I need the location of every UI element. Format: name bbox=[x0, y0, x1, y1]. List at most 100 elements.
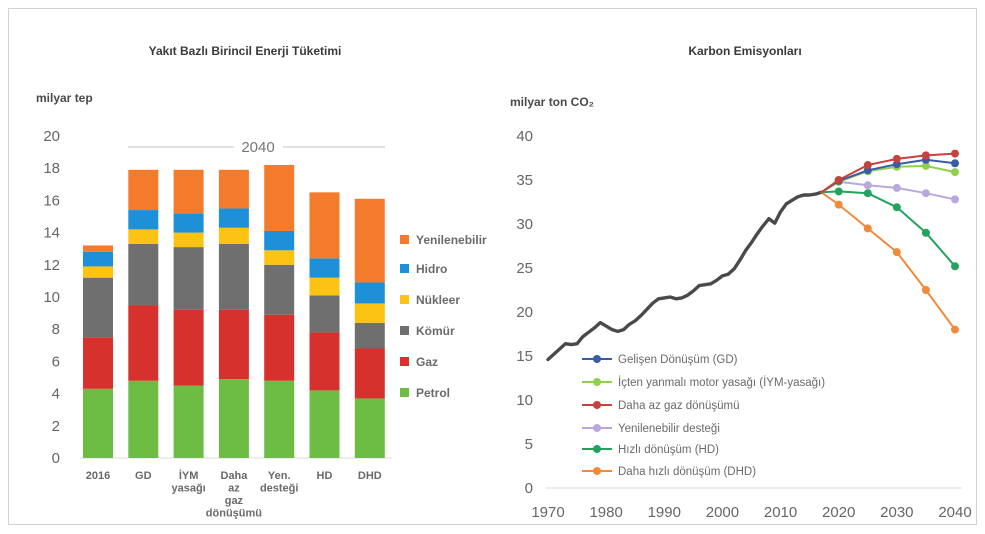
series-marker-yenilenebilir-destegi bbox=[892, 183, 901, 192]
left-chart-title: Yakıt Bazlı Birincil Enerji Tüketimi bbox=[149, 44, 342, 58]
series-marker-hizli-donusum-hd bbox=[951, 262, 959, 271]
legend-swatch-hidro bbox=[400, 264, 409, 273]
legend-label-hidro: Hidro bbox=[416, 262, 447, 276]
bar-segment-petrol bbox=[309, 390, 340, 458]
legend-label-yenilenebilir: Yenilenebilir bbox=[416, 233, 487, 247]
bar-segment-komur bbox=[128, 243, 159, 306]
legend-marker-icten-yanmali-motor-yasagi-iym-yasagi bbox=[593, 378, 601, 386]
legend-marker-daha-hizli-donusum-dhd bbox=[593, 467, 601, 475]
bar-segment-gaz bbox=[309, 332, 340, 391]
right-y-tick-label: 15 bbox=[516, 348, 533, 365]
bar-segment-yenilenebilir bbox=[354, 198, 385, 283]
bar-segment-komur bbox=[83, 277, 113, 338]
bar-segment-nukleer bbox=[264, 250, 295, 265]
x-category-label: DHD bbox=[358, 470, 382, 482]
x-category-label: GD bbox=[135, 470, 152, 482]
legend-label-gelisen-donusum-gd: Gelişen Dönüşüm (GD) bbox=[618, 354, 738, 366]
legend-swatch-komur bbox=[400, 326, 409, 335]
bar-segment-gaz bbox=[83, 337, 113, 389]
series-marker-yenilenebilir-destegi bbox=[921, 189, 930, 198]
right-y-tick-label: 30 bbox=[516, 216, 533, 233]
series-line-historical bbox=[546, 190, 823, 362]
bar-segment-nukleer bbox=[309, 277, 340, 296]
legend-marker-gelisen-donusum-gd bbox=[593, 355, 601, 363]
right-x-tick-label: 2040 bbox=[938, 504, 971, 521]
stacked-bars bbox=[83, 164, 385, 458]
bar-segment-gaz bbox=[218, 309, 249, 380]
series-marker-daha-hizli-donusum-dhd bbox=[951, 325, 959, 334]
bar-segment-yenilenebilir bbox=[309, 192, 340, 259]
bar-segment-hidro bbox=[309, 258, 340, 278]
bar-segment-nukleer bbox=[83, 266, 113, 278]
right-x-tick-label: 2030 bbox=[880, 504, 913, 521]
left-y-tick-label: 8 bbox=[52, 321, 60, 338]
left-y-tick-label: 0 bbox=[52, 450, 60, 467]
series-marker-yenilenebilir-destegi bbox=[863, 181, 872, 190]
bar-segment-gaz bbox=[173, 309, 204, 386]
figure-frame bbox=[8, 8, 977, 525]
right-x-tick-label: 2000 bbox=[706, 504, 739, 521]
x-category-label: 2016 bbox=[86, 470, 110, 482]
right-x-tick-label: 1980 bbox=[589, 504, 622, 521]
energy-consumption-chart: Yakıt Bazlı Birincil Enerji Tüketimi mil… bbox=[36, 44, 487, 520]
left-legend: Yenilenebilir Hidro Nükleer Kömür Gaz Petrol bbox=[400, 233, 487, 400]
bar-segment-hidro bbox=[354, 282, 385, 304]
legend-label-daha-az-gaz-donusumu: Daha az gaz dönüşümü bbox=[618, 400, 739, 412]
right-x-tick-label: 1990 bbox=[648, 504, 681, 521]
bar-segment-yenilenebilir bbox=[218, 169, 249, 209]
legend-swatch-yenilenebilir bbox=[400, 235, 409, 244]
bar-segment-hidro bbox=[128, 210, 159, 230]
left-y-tick-label: 12 bbox=[43, 257, 60, 274]
left-y-axis-ticks: 0 2 4 6 8 10 12 14 16 18 20 bbox=[43, 128, 60, 467]
legend-label-petrol: Petrol bbox=[416, 386, 450, 400]
x-category-label: HD bbox=[317, 470, 333, 482]
right-y-tick-label: 25 bbox=[516, 260, 533, 277]
series-marker-daha-az-gaz-donusumu bbox=[834, 176, 843, 184]
bar-segment-nukleer bbox=[354, 303, 385, 323]
legend-label-daha-hizli-donusum-dhd: Daha hızlı dönüşüm (DHD) bbox=[618, 466, 756, 478]
right-chart-ylabel: milyar ton CO₂ bbox=[510, 95, 594, 109]
right-x-tick-label: 2020 bbox=[822, 504, 855, 521]
bar-segment-petrol bbox=[264, 380, 295, 458]
left-chart-ylabel: milyar tep bbox=[36, 91, 93, 105]
bar-segment-hidro bbox=[173, 213, 204, 233]
legend-label-gaz: Gaz bbox=[416, 355, 438, 369]
right-y-tick-label: 0 bbox=[525, 480, 533, 497]
bar-segment-yenilenebilir bbox=[173, 169, 204, 214]
left-y-tick-label: 10 bbox=[43, 289, 60, 306]
series-marker-daha-hizli-donusum-dhd bbox=[834, 200, 843, 209]
bar-segment-komur bbox=[218, 243, 249, 310]
bar-segment-nukleer bbox=[128, 229, 159, 244]
bar-segment-petrol bbox=[218, 379, 249, 458]
series-marker-hizli-donusum-hd bbox=[921, 228, 930, 237]
left-y-tick-label: 16 bbox=[43, 192, 60, 209]
legend-label-hizli-donusum-hd: Hızlı dönüşüm (HD) bbox=[618, 444, 719, 456]
right-x-tick-label: 1970 bbox=[531, 504, 564, 521]
bar-segment-hidro bbox=[218, 208, 249, 228]
bar-segment-petrol bbox=[83, 388, 113, 458]
legend-marker-yenilenebilir-destegi bbox=[593, 424, 601, 432]
bar-segment-komur bbox=[264, 264, 295, 315]
legend-marker-hizli-donusum-hd bbox=[593, 445, 601, 453]
series-marker-hizli-donusum-hd bbox=[892, 203, 901, 212]
bar-segment-komur bbox=[173, 247, 204, 310]
series-marker-daha-hizli-donusum-dhd bbox=[863, 224, 872, 233]
right-y-axis-ticks: 0 5 10 15 20 25 30 35 40 bbox=[516, 128, 533, 497]
series-marker-daha-az-gaz-donusumu bbox=[863, 161, 872, 170]
legend-swatch-gaz bbox=[400, 357, 409, 366]
left-y-tick-label: 2 bbox=[52, 418, 60, 435]
series-marker-icten-yanmali-motor-yasagi-iym-yasagi bbox=[951, 168, 959, 177]
series-marker-daha-az-gaz-donusumu bbox=[951, 149, 959, 158]
series-marker-hizli-donusum-hd bbox=[863, 189, 872, 198]
bar-segment-yenilenebilir bbox=[83, 245, 113, 252]
bar-segment-nukleer bbox=[218, 227, 249, 244]
series-marker-icten-yanmali-motor-yasagi-iym-yasagi bbox=[921, 161, 930, 170]
left-y-tick-label: 4 bbox=[52, 386, 60, 403]
year-annotation: 2040 bbox=[241, 139, 274, 156]
series-marker-daha-hizli-donusum-dhd bbox=[921, 286, 930, 294]
series-marker-gelisen-donusum-gd bbox=[951, 159, 959, 168]
bar-segment-petrol bbox=[128, 380, 159, 458]
legend-label-komur: Kömür bbox=[416, 324, 455, 338]
